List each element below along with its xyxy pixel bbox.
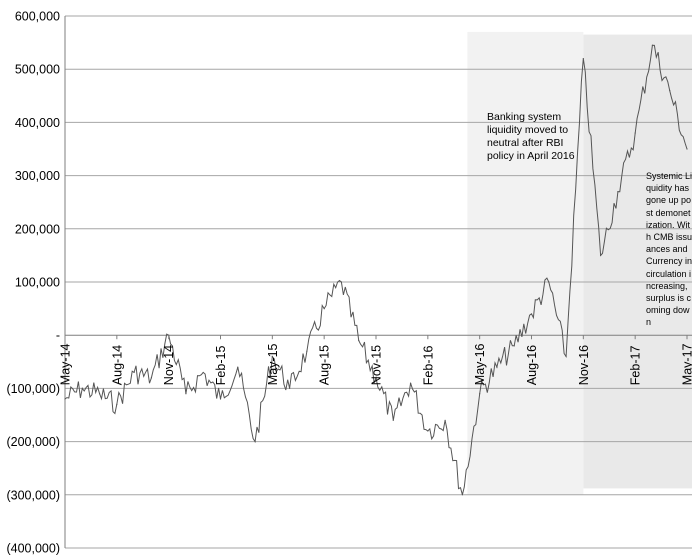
x-tick-label: May-17: [681, 343, 692, 385]
axes: [64, 16, 692, 548]
data-point: [496, 366, 498, 368]
data-point: [461, 494, 463, 496]
x-tick-label: Nov-14: [162, 345, 176, 385]
data-point: [116, 403, 118, 405]
data-point: [634, 132, 636, 134]
data-point: [98, 393, 101, 395]
data-point: [271, 355, 273, 358]
data-point: [617, 190, 619, 193]
data-point: [669, 89, 671, 92]
y-tick-label: (300,000): [6, 488, 60, 502]
annotation-demonetization: Systemic Liquidity has gone up post demo…: [646, 171, 692, 328]
y-tick-label: 400,000: [15, 116, 60, 130]
x-tick-labels: May-14 Aug-14 Nov-14 Feb-15 May-15 Aug-15 Nov-…: [59, 335, 692, 385]
y-tick-label: (400,000): [6, 542, 60, 556]
x-tick-label: Nov-15: [370, 345, 384, 385]
data-point: [358, 339, 360, 342]
x-tick-label: Feb-17: [629, 346, 643, 386]
data-point: [530, 313, 533, 315]
y-tick-label: 300,000: [15, 169, 60, 183]
x-tick-label: Aug-16: [525, 345, 539, 385]
x-tick-label: Aug-15: [318, 345, 332, 385]
y-tick-label: 100,000: [15, 276, 60, 290]
data-point: [185, 393, 187, 395]
data-point: [219, 398, 222, 400]
data-point: [323, 308, 325, 310]
y-tick-label: (200,000): [6, 435, 60, 449]
data-point: [150, 377, 152, 379]
annotation-rbi-policy: Banking system liquidity moved to neutra…: [487, 111, 575, 162]
data-point: [306, 350, 308, 352]
data-point: [254, 441, 256, 443]
data-point: [565, 355, 567, 358]
y-tick-label: 200,000: [15, 222, 60, 236]
shaded-regions: [467, 31, 692, 495]
data-point: [600, 254, 602, 256]
data-point: [133, 371, 135, 374]
data-point: [686, 148, 688, 150]
data-point: [202, 371, 204, 374]
data-point: [289, 387, 291, 389]
data-point: [64, 398, 66, 400]
x-tick-label: Feb-16: [421, 346, 435, 386]
data-point: [81, 387, 83, 389]
data-point: [582, 57, 584, 60]
data-point: [479, 393, 481, 395]
y-tick-label: -: [56, 329, 60, 343]
x-tick-label: May-15: [266, 343, 280, 385]
data-point: [237, 366, 239, 368]
data-point: [340, 281, 343, 283]
x-tick-label: Nov-16: [577, 345, 591, 385]
data-point: [392, 419, 394, 421]
data-point: [444, 419, 446, 421]
y-tick-label: 600,000: [15, 10, 60, 24]
x-tick-label: Aug-14: [110, 345, 124, 385]
shaded-region-1: [467, 31, 584, 495]
data-point: [513, 345, 515, 347]
y-tick-labels: 600,000 500,000 400,000 300,000 200,000 100,0…: [6, 10, 60, 556]
y-tick-label: (100,000): [6, 382, 60, 396]
data-point: [651, 44, 654, 46]
x-tick-label: May-14: [59, 343, 73, 385]
shaded-region-2: [583, 34, 692, 489]
data-point: [427, 430, 429, 432]
data-point: [375, 377, 377, 379]
x-tick-label: Feb-15: [214, 346, 228, 386]
data-point: [548, 281, 550, 283]
x-tick-label: May-16: [473, 343, 487, 385]
y-tick-label: 500,000: [15, 63, 60, 77]
data-point: [409, 382, 412, 384]
